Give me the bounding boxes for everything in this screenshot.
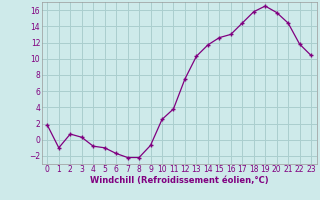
X-axis label: Windchill (Refroidissement éolien,°C): Windchill (Refroidissement éolien,°C) (90, 176, 268, 185)
